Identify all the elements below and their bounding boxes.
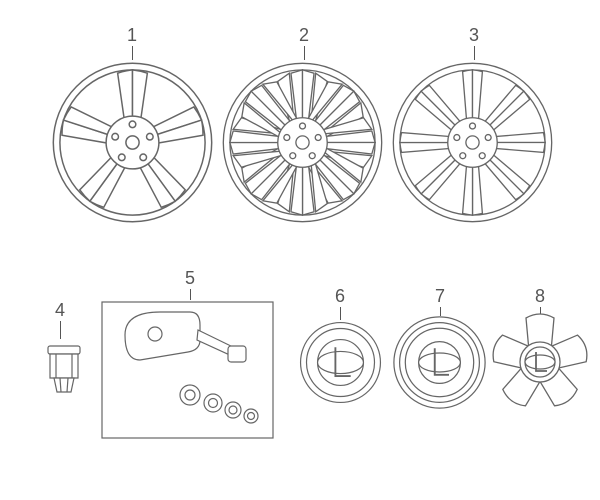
center-cap-star-icon xyxy=(490,312,590,412)
label-8: 8 xyxy=(530,286,550,307)
pointer-4 xyxy=(60,321,61,339)
pointer-6 xyxy=(340,307,341,320)
label-3: 3 xyxy=(464,25,484,46)
parts-diagram: 1 2 3 4 5 6 7 8 xyxy=(0,0,600,500)
pointer-3 xyxy=(474,46,475,60)
label-4: 4 xyxy=(50,300,70,321)
wheel-multispoke-icon xyxy=(220,60,385,225)
center-cap-large-icon xyxy=(392,315,487,410)
tpms-kit-icon xyxy=(100,300,275,440)
label-1: 1 xyxy=(122,25,142,46)
label-2: 2 xyxy=(294,25,314,46)
center-cap-small-icon xyxy=(298,320,383,405)
label-7: 7 xyxy=(430,286,450,307)
pointer-5 xyxy=(190,289,191,300)
wheel-split5-icon xyxy=(50,60,215,225)
lug-nut-icon xyxy=(38,340,90,400)
label-5: 5 xyxy=(180,268,200,289)
label-6: 6 xyxy=(330,286,350,307)
pointer-2 xyxy=(304,46,305,60)
wheel-split8-icon xyxy=(390,60,555,225)
pointer-1 xyxy=(132,46,133,60)
